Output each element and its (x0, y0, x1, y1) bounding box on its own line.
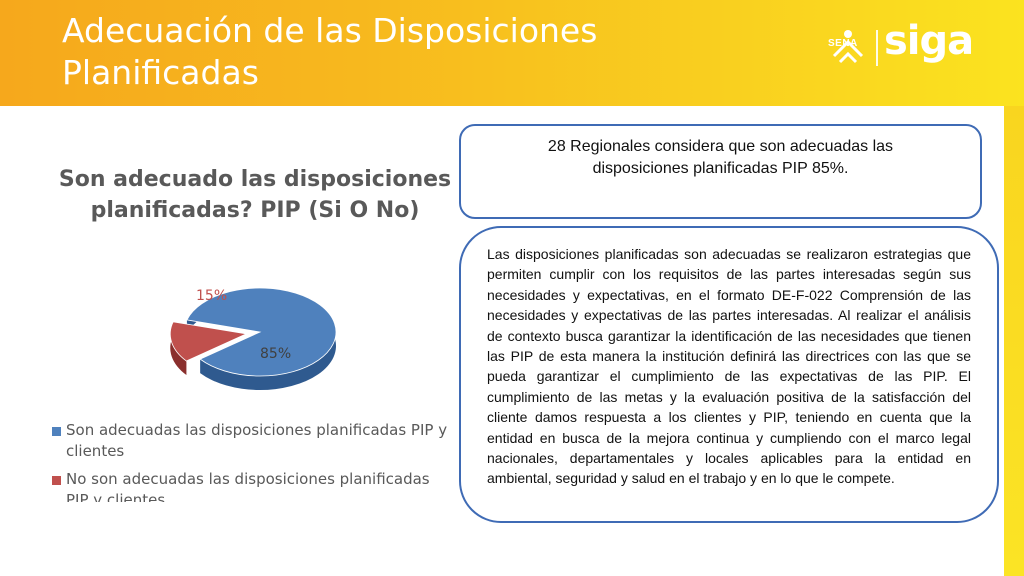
data-label-yes: 85% (260, 346, 292, 362)
pie-slice-yes (186, 287, 337, 377)
header-banner: Adecuación de las Disposiciones Planific… (0, 0, 1024, 106)
sena-logo-text: SENA (828, 38, 858, 49)
legend-swatch-no (52, 476, 61, 485)
siga-logo: siga (884, 18, 974, 64)
logo-area: SENA siga (826, 18, 976, 74)
pie-slice-no-side (170, 321, 187, 376)
pie-slice-no (169, 321, 248, 362)
legend-label-no: No son adecuadas las disposiciones plani… (66, 470, 430, 502)
detail-text: Las disposiciones planificadas son adecu… (487, 246, 971, 487)
legend-swatch-yes (52, 427, 61, 436)
detail-box: Las disposiciones planificadas son adecu… (459, 226, 999, 523)
summary-text: 28 Regionales considera que son adecuada… (547, 138, 894, 177)
chart-title: Son adecuado las disposiciones planifica… (58, 167, 452, 223)
logo-divider (876, 30, 878, 66)
pie-chart (169, 287, 337, 390)
legend-label-yes: Son adecuadas las disposiciones planific… (66, 421, 448, 460)
legend-item-yes: Son adecuadas las disposiciones planific… (50, 420, 450, 462)
chart-legend: Son adecuadas las disposiciones planific… (50, 420, 450, 502)
sena-logo-icon (832, 30, 864, 64)
data-label-no: 15% (196, 288, 228, 304)
decorative-stripe (1004, 106, 1024, 576)
slide-title: Adecuación de las Disposiciones Planific… (62, 11, 598, 92)
legend-item-no: No son adecuadas las disposiciones plani… (50, 469, 450, 502)
summary-box: 28 Regionales considera que son adecuada… (459, 124, 982, 219)
